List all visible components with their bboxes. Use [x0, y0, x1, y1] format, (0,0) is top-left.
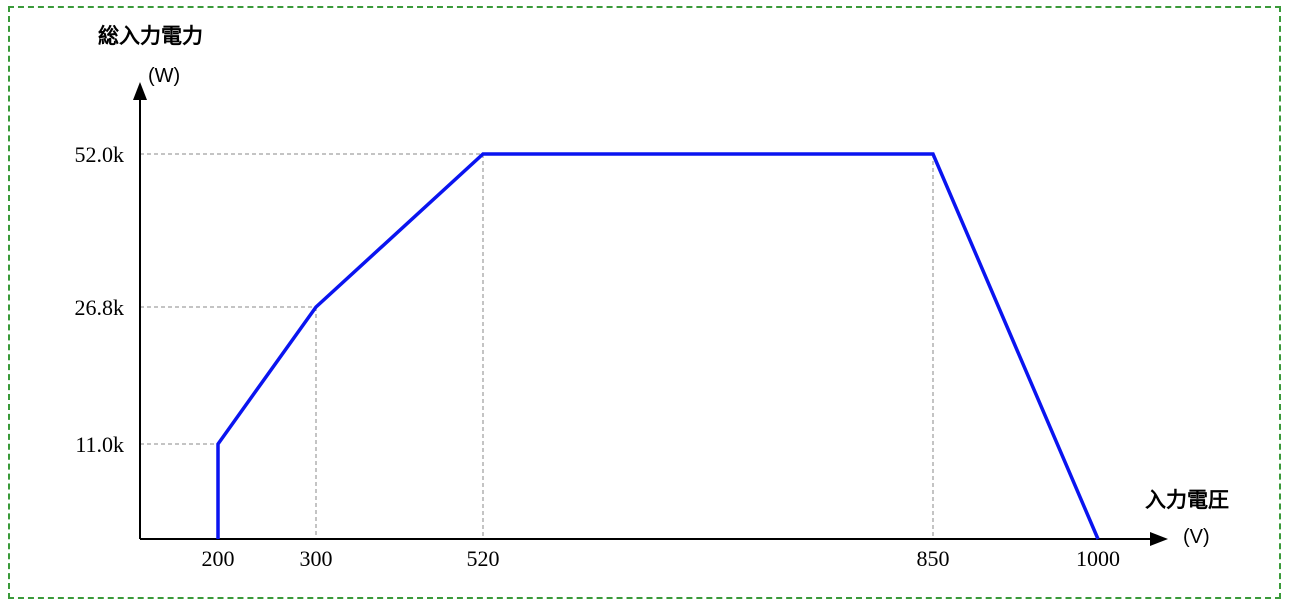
y-tick-label: 52.0k: [75, 142, 125, 167]
y-axis-arrow: [133, 82, 147, 100]
x-axis-title: 入力電圧: [1145, 488, 1229, 512]
x-tick-labels: 200 300 520 850 1000: [202, 546, 1121, 571]
x-tick-label: 850: [917, 546, 950, 571]
y-tick-label: 11.0k: [75, 432, 124, 457]
x-tick-label: 1000: [1076, 546, 1120, 571]
series-group: [216, 152, 1100, 540]
y-tick-labels: 11.0k 26.8k 52.0k: [75, 142, 125, 457]
guide-lines: [140, 153, 934, 539]
y-axis-unit: (W): [148, 65, 180, 87]
chart-frame: [8, 6, 1281, 599]
x-tick-label: 200: [202, 546, 235, 571]
y-tick-label: 26.8k: [75, 295, 125, 320]
axes: [133, 82, 1168, 546]
x-axis-unit: (V): [1183, 526, 1210, 548]
x-tick-label: 300: [300, 546, 333, 571]
series-line: [216, 152, 1100, 540]
x-axis-arrow: [1150, 532, 1168, 546]
y-axis-title: 総入力電力: [98, 24, 203, 48]
x-tick-label: 520: [467, 546, 500, 571]
